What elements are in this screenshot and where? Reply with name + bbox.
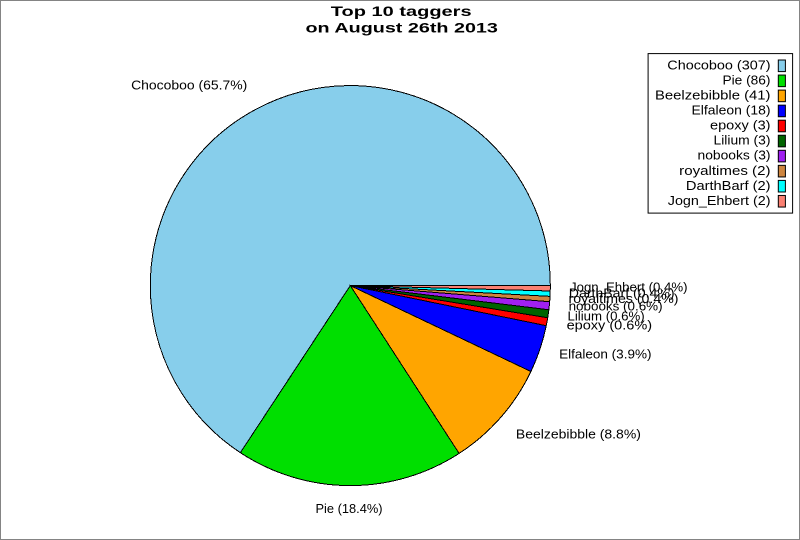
svg-text:Lilium (3): Lilium (3) bbox=[714, 133, 771, 148]
svg-text:royaltimes (0.4%): royaltimes (0.4%) bbox=[569, 291, 679, 306]
svg-text:Chocoboo (65.7%): Chocoboo (65.7%) bbox=[131, 77, 247, 92]
svg-text:Pie (18.4%): Pie (18.4%) bbox=[316, 501, 383, 516]
svg-text:Elfaleon (3.9%): Elfaleon (3.9%) bbox=[559, 347, 651, 362]
svg-text:Beelzebibble (41): Beelzebibble (41) bbox=[655, 88, 771, 103]
svg-text:Jogn_Ehbert (2): Jogn_Ehbert (2) bbox=[668, 193, 771, 208]
svg-text:on August 26th 2013: on August 26th 2013 bbox=[306, 20, 499, 36]
svg-text:epoxy (0.6%): epoxy (0.6%) bbox=[567, 317, 653, 332]
svg-text:Lilium (0.6%): Lilium (0.6%) bbox=[568, 308, 645, 323]
svg-text:Pie (86): Pie (86) bbox=[723, 72, 771, 87]
svg-text:nobooks (3): nobooks (3) bbox=[698, 148, 771, 163]
svg-text:DarthBarf (0.4%): DarthBarf (0.4%) bbox=[569, 286, 675, 301]
svg-text:Top 10 taggers: Top 10 taggers bbox=[331, 3, 472, 19]
svg-text:Chocoboo (307): Chocoboo (307) bbox=[667, 57, 770, 72]
svg-text:royaltimes (2): royaltimes (2) bbox=[679, 163, 770, 178]
svg-text:Beelzebibble (8.8%): Beelzebibble (8.8%) bbox=[516, 426, 641, 441]
svg-text:DarthBarf (2): DarthBarf (2) bbox=[686, 178, 771, 193]
svg-text:Jogn_Ehbert (0.4%): Jogn_Ehbert (0.4%) bbox=[570, 280, 688, 295]
svg-text:epoxy (3): epoxy (3) bbox=[710, 118, 771, 133]
svg-text:nobooks (0.6%): nobooks (0.6%) bbox=[569, 299, 663, 314]
svg-text:Elfaleon (18): Elfaleon (18) bbox=[692, 103, 771, 118]
